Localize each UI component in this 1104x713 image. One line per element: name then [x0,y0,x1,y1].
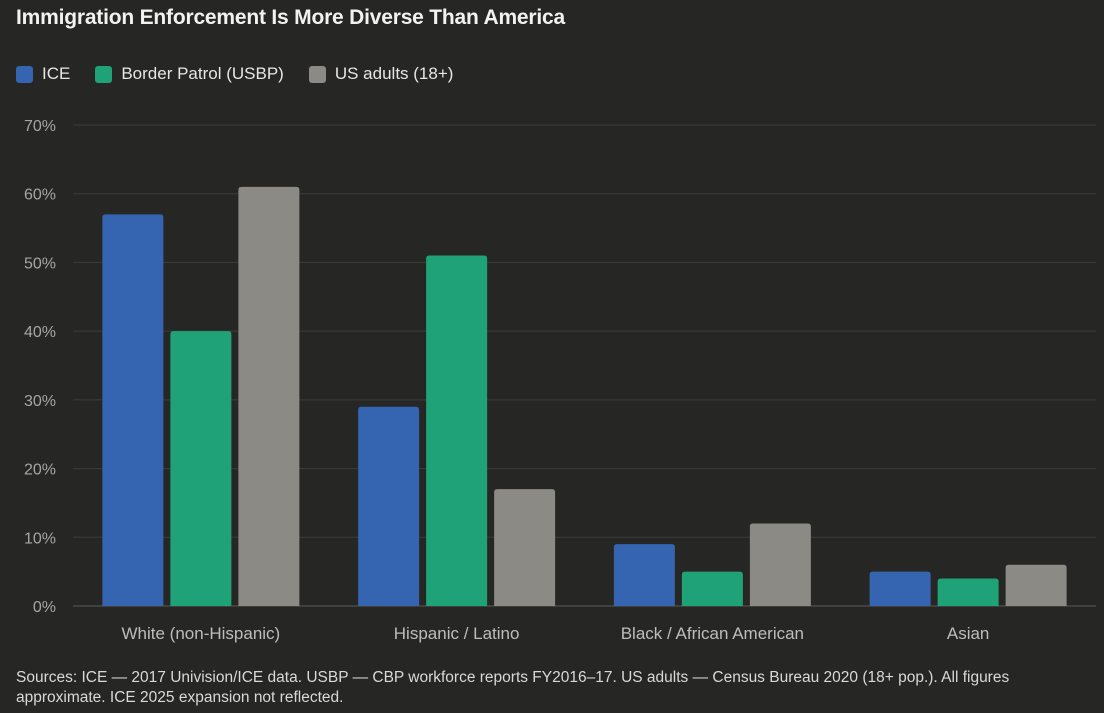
y-tick-label: 30% [24,393,56,410]
bar-usbp-2[interactable] [681,571,743,606]
legend-swatch-usbp [95,65,113,83]
legend-swatch-us-adults [308,65,326,83]
bar-ice-2[interactable] [613,544,675,606]
legend-label-ice: ICE [42,64,71,83]
y-tick-label: 10% [24,530,56,547]
y-tick-label: 70% [24,118,56,135]
legend-label-us-adults: US adults (18+) [334,64,454,83]
y-tick-label: 60% [24,187,56,204]
legend-swatch-ice [16,65,33,83]
bar-chart: 0% 10% 20% 30% 40% 50% 60% 70% White (non-Hispan… [24,118,1096,643]
bar-usbp-3[interactable] [937,578,999,606]
bar-ice-1[interactable] [358,406,420,606]
bar-us-adults-0[interactable] [238,186,300,607]
chart-title: Immigration Enforcement Is More Diverse … [16,6,565,29]
y-tick-label: 50% [24,255,56,272]
legend-item-usbp[interactable]: Border Patrol (USBP) [95,64,284,84]
legend-item-ice[interactable]: ICE [16,64,70,84]
y-tick-label: 0% [33,599,56,616]
legend-label-usbp: Border Patrol (USBP) [121,64,284,83]
y-tick-label: 40% [24,324,56,341]
bar-us-adults-1[interactable] [494,489,556,606]
chart-legend: ICE Border Patrol (USBP) US adults (18+) [16,64,478,84]
legend-item-us-adults[interactable]: US adults (18+) [308,64,454,84]
bar-usbp-0[interactable] [170,331,232,606]
x-category-label: Hispanic / Latino [394,624,520,643]
x-category-label: White (non-Hispanic) [122,624,281,643]
x-category-label: Asian [947,624,990,643]
bar-us-adults-3[interactable] [1005,564,1067,606]
bar-usbp-1[interactable] [426,255,488,607]
y-tick-label: 20% [24,462,56,479]
bar-us-adults-2[interactable] [749,523,811,606]
bar-ice-0[interactable] [102,214,164,607]
source-note: Sources: ICE — 2017 Univision/ICE data. … [16,669,1010,706]
bar-ice-3[interactable] [869,571,931,606]
x-category-label: Black / African American [621,624,804,643]
